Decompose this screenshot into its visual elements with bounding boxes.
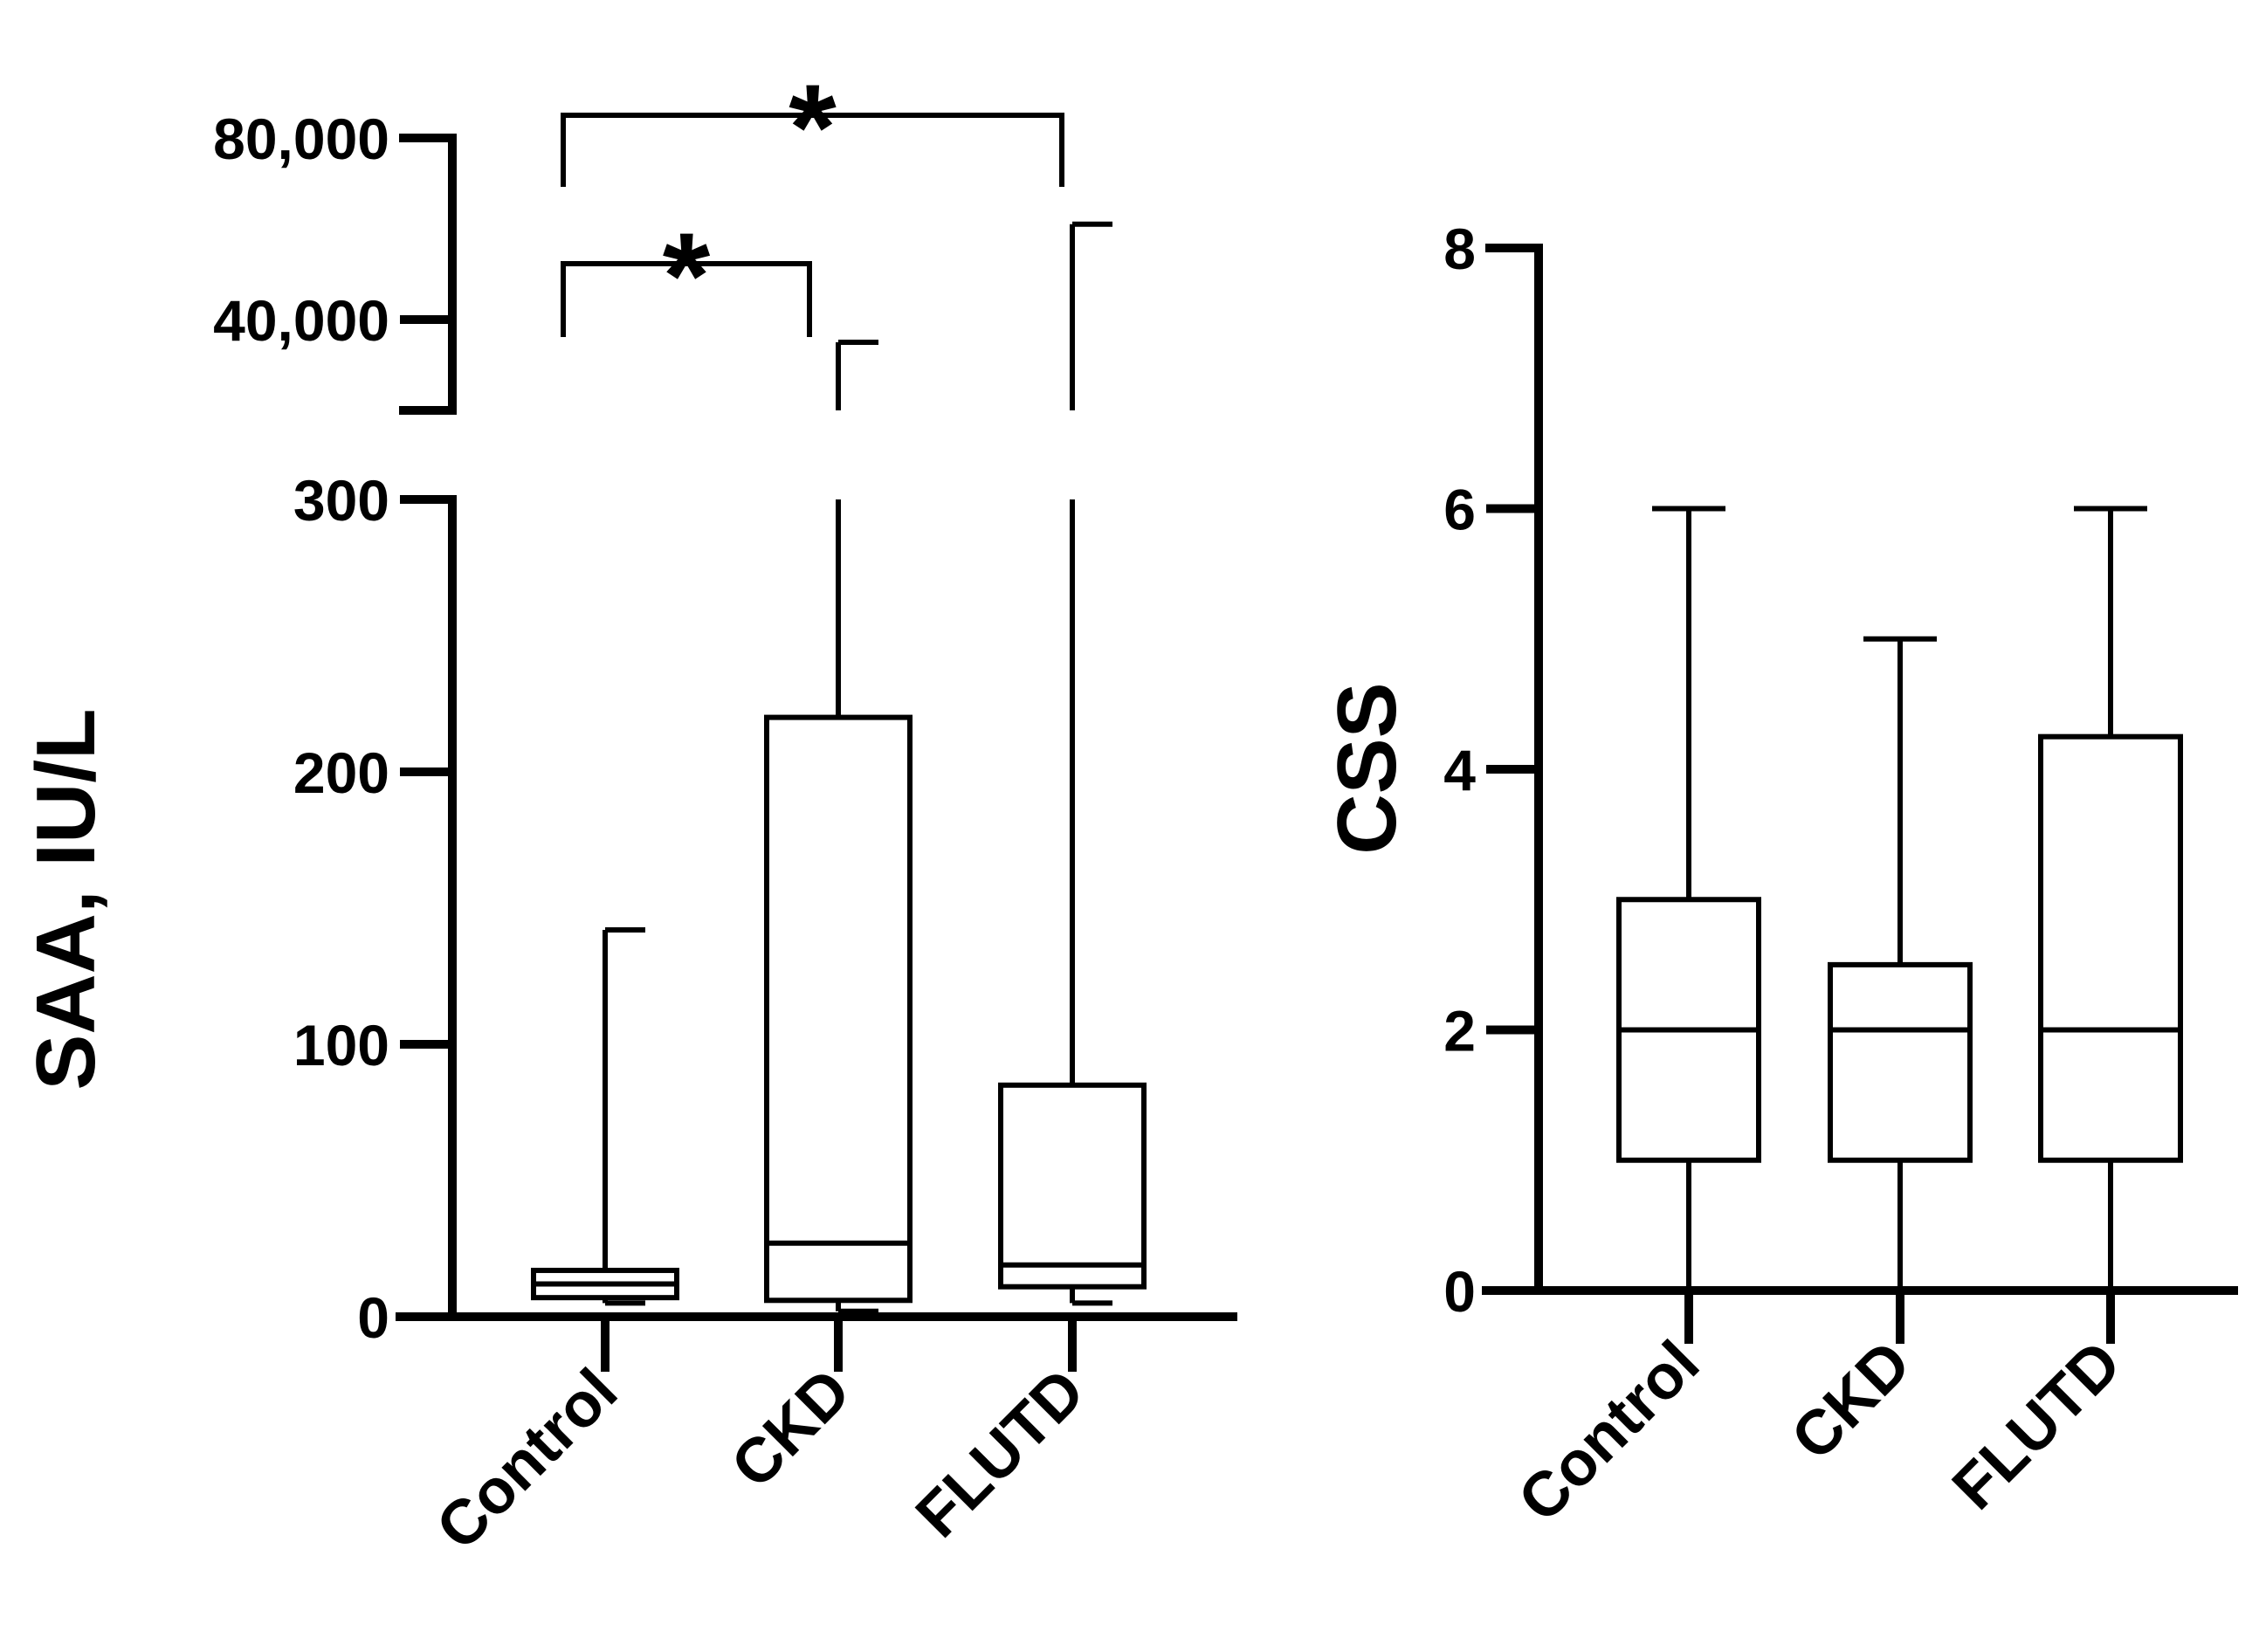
saa-box-flutd [998, 1082, 1147, 1290]
css-box-ckd [1828, 961, 1973, 1163]
css-category-label: Control [1505, 1328, 1713, 1536]
saa-y-tick-label: 80,000 [213, 107, 389, 171]
css-category-labels: Control CKD FLUTD [1505, 1328, 2135, 1536]
saa-category-labels: Control CKD FLUTD [424, 1356, 1099, 1564]
saa-category-label: CKD [718, 1356, 864, 1502]
saa-y-tick-label: 0 [357, 1285, 389, 1350]
saa-ticks: 0 100 200 300 40,000 80,000 [213, 107, 457, 1350]
css-boxes [1616, 506, 2183, 1344]
css-y-tick-label: 2 [1443, 999, 1476, 1063]
saa-y-tick-label: 300 [293, 468, 389, 533]
saa-category-label: FLUTD [903, 1356, 1098, 1551]
css-y-tick-label: 0 [1443, 1259, 1476, 1324]
saa-y-axis-upper [399, 134, 457, 415]
saa-chart: SAA, IU/L 0 100 200 300 40,000 80,000 Control… [19, 59, 1237, 1564]
saa-y-tick-label: 100 [293, 1013, 389, 1077]
significance-bracket [561, 113, 1064, 187]
css-chart: CSS 0 2 4 6 8 Control CKD FLUTD [1320, 217, 2238, 1536]
css-category-label: FLUTD [1939, 1328, 2134, 1523]
saa-y-tick-label: 200 [293, 740, 389, 805]
css-y-axis-label: CSS [1320, 682, 1414, 854]
saa-category-label: Control [424, 1356, 631, 1564]
significance-star: * [663, 207, 711, 344]
css-ticks: 0 2 4 6 8 [1443, 217, 1543, 1324]
css-y-tick-label: 6 [1443, 478, 1476, 542]
saa-y-tick-label: 40,000 [213, 288, 389, 353]
css-y-tick-label: 8 [1443, 217, 1476, 281]
significance-star: * [789, 59, 837, 196]
saa-boxes [531, 221, 1147, 1372]
css-box-flutd [2038, 733, 2183, 1163]
css-category-label: CKD [1778, 1328, 1924, 1474]
saa-significance: ** [561, 59, 1064, 344]
saa-box-ckd [764, 714, 913, 1304]
css-y-tick-label: 4 [1443, 738, 1476, 802]
significance-bracket [561, 261, 812, 337]
saa-y-axis-label: SAA, IU/L [19, 708, 113, 1090]
